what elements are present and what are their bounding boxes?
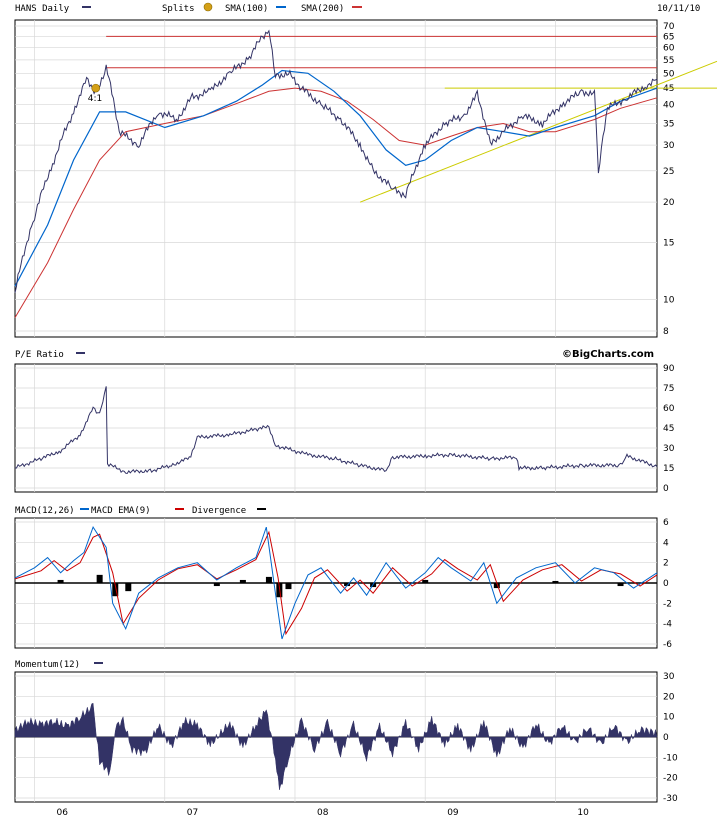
y-tick-label: -20: [663, 774, 678, 784]
divergence-bar: [213, 583, 220, 587]
y-tick-label: 15: [663, 464, 674, 474]
x-tick-label: 06: [57, 808, 69, 818]
splits-label: Splits: [162, 4, 195, 14]
sma100-line: [14, 69, 658, 287]
macd-ema-line: [14, 530, 658, 636]
y-tick-label: -10: [663, 753, 678, 763]
y-tick-label: 15: [663, 239, 674, 249]
divergence-bar: [285, 583, 292, 590]
y-tick-label: 45: [663, 424, 674, 434]
brand-label: ©BigCharts.com: [562, 349, 654, 360]
split-label: 4:1: [88, 94, 102, 104]
y-tick-label: -4: [663, 620, 672, 630]
momentum-label: Momentum(12): [15, 660, 80, 670]
y-tick-label: 70: [663, 22, 675, 32]
panel-1: 0 15 30 45 60 75 90: [14, 363, 675, 494]
divergence-bar: [57, 579, 64, 583]
y-tick-label: 10: [663, 296, 675, 306]
y-tick-label: 55: [663, 56, 674, 66]
macd-legend-swatch: [80, 508, 89, 510]
y-tick-label: 75: [663, 384, 674, 394]
y-tick-label: 40: [663, 101, 675, 111]
macd-ema-legend-swatch: [175, 508, 184, 510]
y-tick-label: 0: [663, 733, 669, 743]
divergence-bar: [552, 580, 559, 583]
y-tick-label: 30: [663, 672, 675, 682]
y-tick-label: 30: [663, 444, 675, 454]
y-tick-label: 60: [663, 404, 675, 414]
panel-frame: [14, 19, 658, 338]
x-tick-label: 07: [187, 808, 198, 818]
momentum-legend-swatch: [94, 662, 103, 664]
y-tick-label: -2: [663, 599, 672, 609]
y-tick-label: 10: [663, 713, 675, 723]
y-tick-label: 60: [663, 44, 675, 54]
x-tick-label: 08: [317, 808, 329, 818]
y-tick-label: 65: [663, 32, 674, 42]
symbol-label: HANS Daily: [15, 4, 70, 14]
y-tick-label: 50: [663, 69, 675, 79]
sma100-legend-swatch: [276, 6, 286, 8]
y-tick-label: 45: [663, 84, 674, 94]
sma200-label: SMA(200): [301, 4, 344, 14]
y-tick-label: 4: [663, 538, 669, 548]
y-tick-label: 30: [663, 141, 675, 151]
y-tick-label: -30: [663, 794, 678, 804]
divergence-bar: [125, 583, 132, 592]
pe-line: [15, 386, 658, 475]
sma100-label: SMA(100): [225, 4, 268, 14]
y-tick-label: 8: [663, 327, 669, 337]
divergence-legend-swatch: [257, 508, 266, 510]
divergence-bar: [265, 576, 272, 583]
panels-layer: 8101520253035404550556065704:10153045607…: [14, 19, 718, 818]
divergence-bar: [422, 579, 429, 583]
header-date: 10/11/10: [657, 4, 700, 14]
y-tick-label: 2: [663, 559, 669, 569]
y-tick-label: 0: [663, 484, 669, 494]
divergence-label: Divergence: [192, 506, 246, 516]
y-tick-label: 6: [663, 518, 669, 528]
y-tick-label: 20: [663, 692, 675, 702]
price-line: [14, 29, 658, 293]
price-legend-swatch: [82, 6, 91, 8]
y-tick-label: 90: [663, 364, 675, 374]
divergence-bar: [96, 574, 103, 583]
y-tick-label: 35: [663, 119, 674, 129]
macd-ema-label: MACD EMA(9): [91, 506, 151, 516]
pe-label: P/E Ratio: [15, 350, 64, 360]
momentum-area: [14, 702, 658, 790]
macd-label: MACD(12,26): [15, 506, 75, 516]
splits-icon: [203, 2, 213, 12]
y-tick-label: 0: [663, 579, 669, 589]
sma200-legend-swatch: [352, 6, 362, 8]
y-tick-label: -6: [663, 640, 672, 650]
y-tick-label: 20: [663, 198, 675, 208]
divergence-bar: [344, 583, 351, 587]
panel-2: 6 4 2 0 -2 -4 -6: [14, 517, 672, 650]
split-marker-icon: [91, 83, 101, 93]
divergence-bar: [493, 583, 500, 589]
sma200-line: [14, 87, 658, 318]
pe-legend-swatch: [76, 352, 85, 354]
y-tick-label: 25: [663, 167, 674, 177]
divergence-bar: [112, 583, 119, 597]
macd-line: [14, 525, 658, 640]
divergence-bar: [617, 583, 624, 587]
x-tick-label: 09: [447, 808, 459, 818]
divergence-bar: [239, 579, 246, 583]
panel-3: 30 20 10 0 -10 -20 -30: [14, 671, 678, 804]
x-tick-label: 10: [577, 808, 589, 818]
